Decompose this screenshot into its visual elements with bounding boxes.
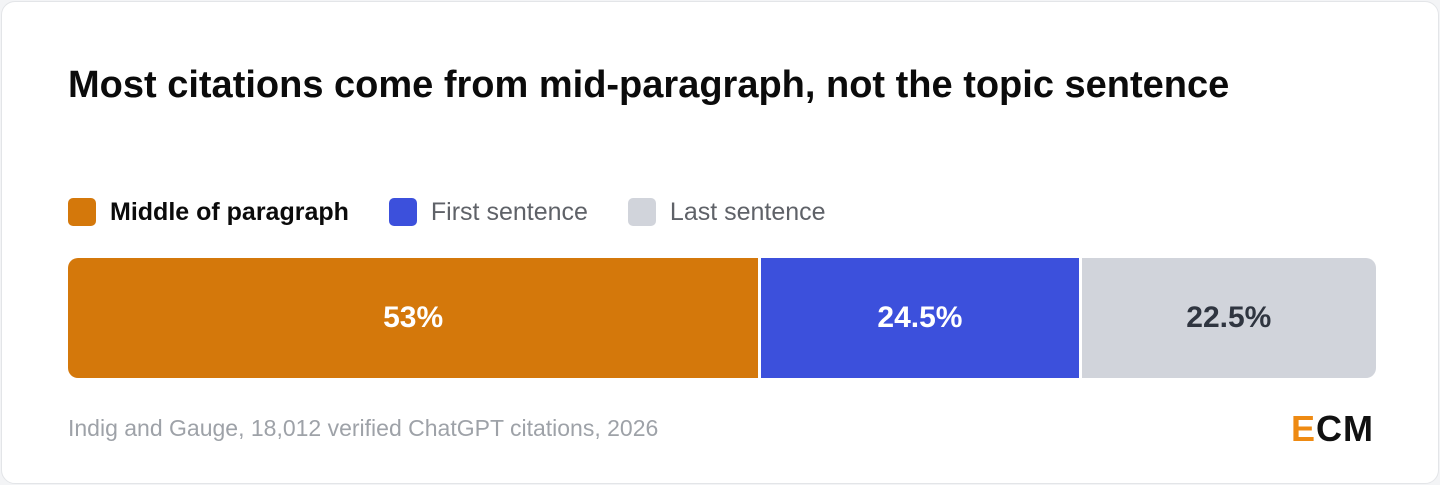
- legend-label: Last sentence: [669, 197, 826, 226]
- legend-label: Middle of paragraph: [110, 197, 349, 226]
- value-label: 22.5%: [1186, 301, 1272, 334]
- legend-item: Last sentence: [627, 197, 826, 227]
- chart-title: Most citations come from mid-paragraph, …: [68, 64, 1230, 106]
- value-label: 53%: [383, 301, 444, 334]
- bar-segment: 22.5%: [1081, 258, 1376, 378]
- legend-swatch: [627, 198, 656, 226]
- source-note: Indig and Gauge, 18,012 verified ChatGPT…: [68, 415, 659, 441]
- logo: ECM: [1290, 408, 1374, 449]
- legend-item: First sentence: [388, 197, 588, 227]
- legend-label: First sentence: [430, 197, 588, 226]
- value-label: 24.5%: [877, 301, 963, 334]
- legend-item: Middle of paragraph: [68, 198, 349, 227]
- legend-swatch: [68, 198, 96, 226]
- stacked-bar: 53% 24.5% 22.5%: [68, 258, 1376, 378]
- legend: Middle of paragraph First sentence Last se…: [68, 196, 866, 228]
- bar-segment: 53%: [68, 258, 759, 378]
- bar-segment: 24.5%: [761, 258, 1079, 378]
- legend-swatch: [388, 198, 417, 226]
